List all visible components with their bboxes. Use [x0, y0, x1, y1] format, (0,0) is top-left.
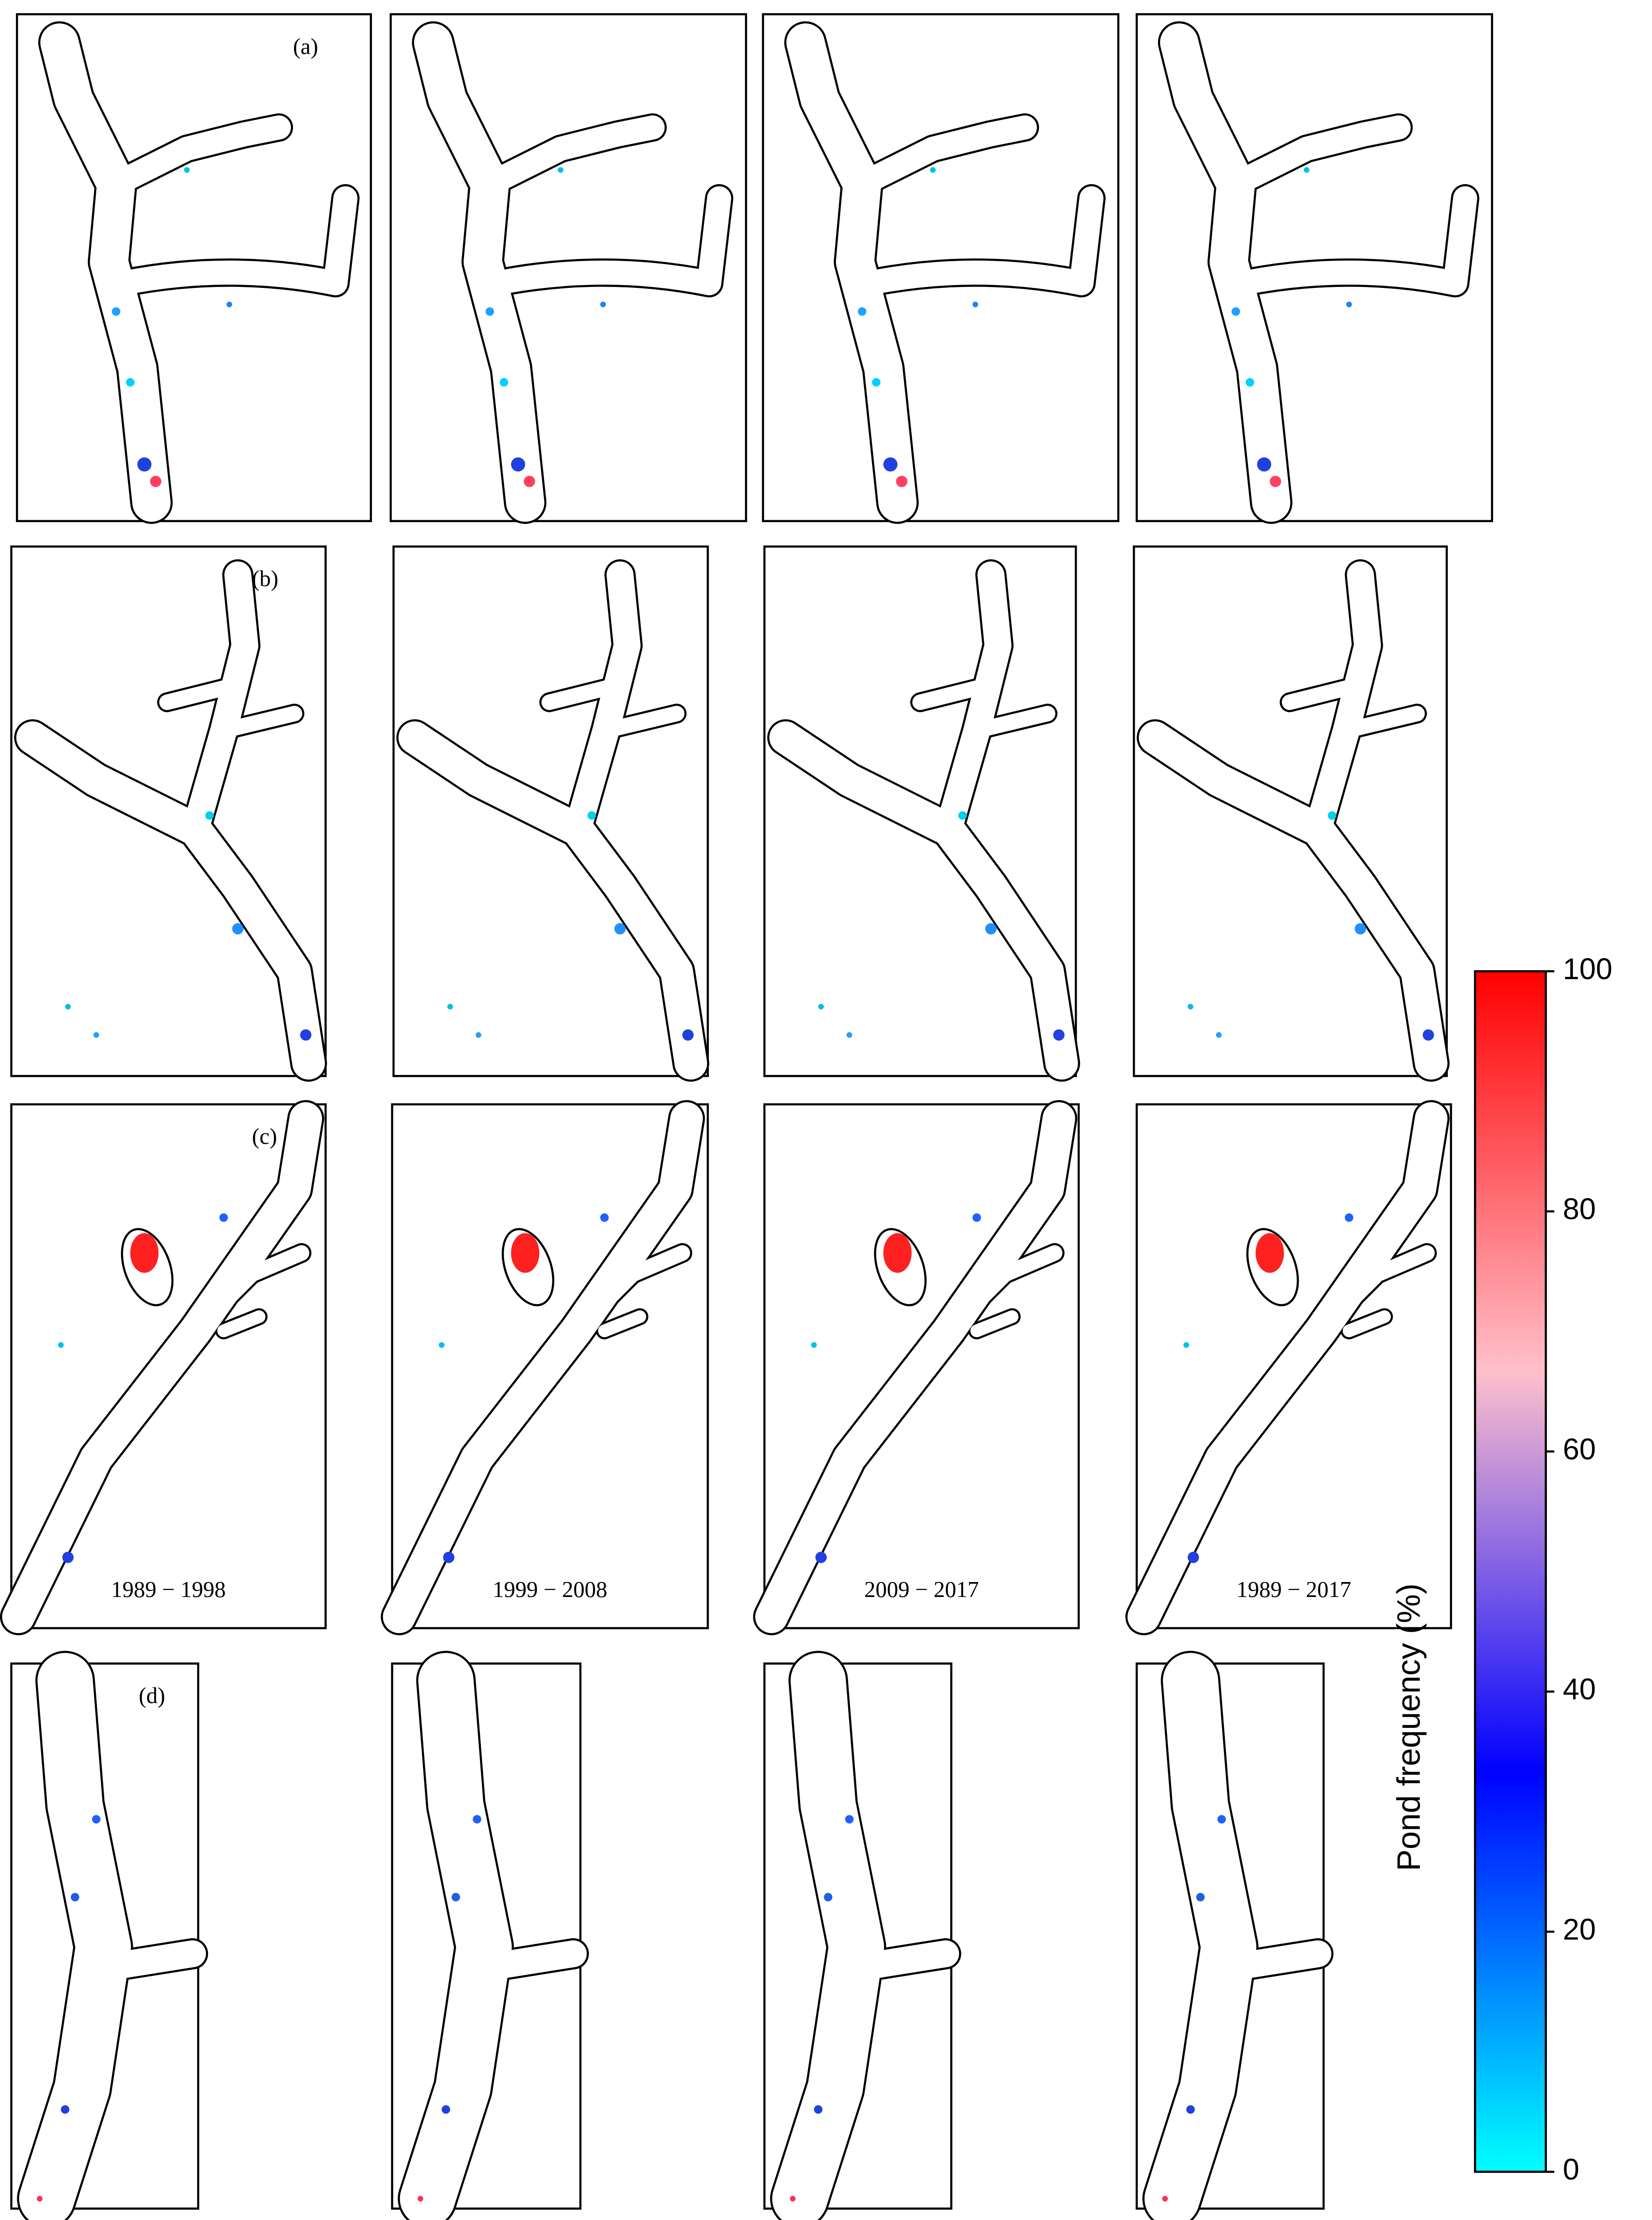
panel-label: (d) [139, 1683, 165, 1708]
map-panel [765, 1663, 951, 2208]
map-panel: (c) 1989 − 1998 [11, 1104, 327, 1628]
colorbar-tick-label: 20 [1563, 1913, 1596, 1946]
colorbar-tick-label: 60 [1563, 1432, 1596, 1466]
map-panel [1133, 545, 1446, 1076]
colorbar-tick-label: 40 [1563, 1673, 1596, 1706]
panel-label: (a) [293, 34, 318, 59]
colorbar-tick-label: 0 [1563, 2153, 1579, 2186]
period-label: 1989 − 1998 [111, 1577, 226, 1602]
period-label: 1999 − 2008 [493, 1577, 607, 1602]
map-panel: (d) [11, 1663, 198, 2208]
map-panel [392, 1663, 580, 2208]
map-panel [1137, 1663, 1323, 2208]
panel-label: (c) [252, 1124, 277, 1149]
map-panel: (a) [16, 13, 372, 521]
map-panel [1136, 13, 1493, 521]
period-label: 2009 − 2017 [864, 1577, 979, 1602]
panel-label: (b) [252, 566, 278, 591]
map-panel [763, 545, 1076, 1076]
map-panel [392, 545, 708, 1076]
colorbar-tick-label: 80 [1563, 1193, 1596, 1226]
map-panel [762, 13, 1120, 521]
map-panel: (b) [10, 545, 325, 1076]
map-panel [389, 13, 747, 521]
period-label: 1989 − 2017 [1237, 1577, 1351, 1602]
map-panel: 2009 − 2017 [765, 1104, 1080, 1628]
colorbar-label: Pond frequency (%) [1390, 1583, 1427, 1871]
colorbar-tick-label: 100 [1563, 952, 1612, 986]
map-panel: 1989 − 2017 [1137, 1104, 1452, 1628]
map-panel: 1999 − 2008 [392, 1104, 709, 1628]
colorbar [1474, 970, 1547, 2173]
